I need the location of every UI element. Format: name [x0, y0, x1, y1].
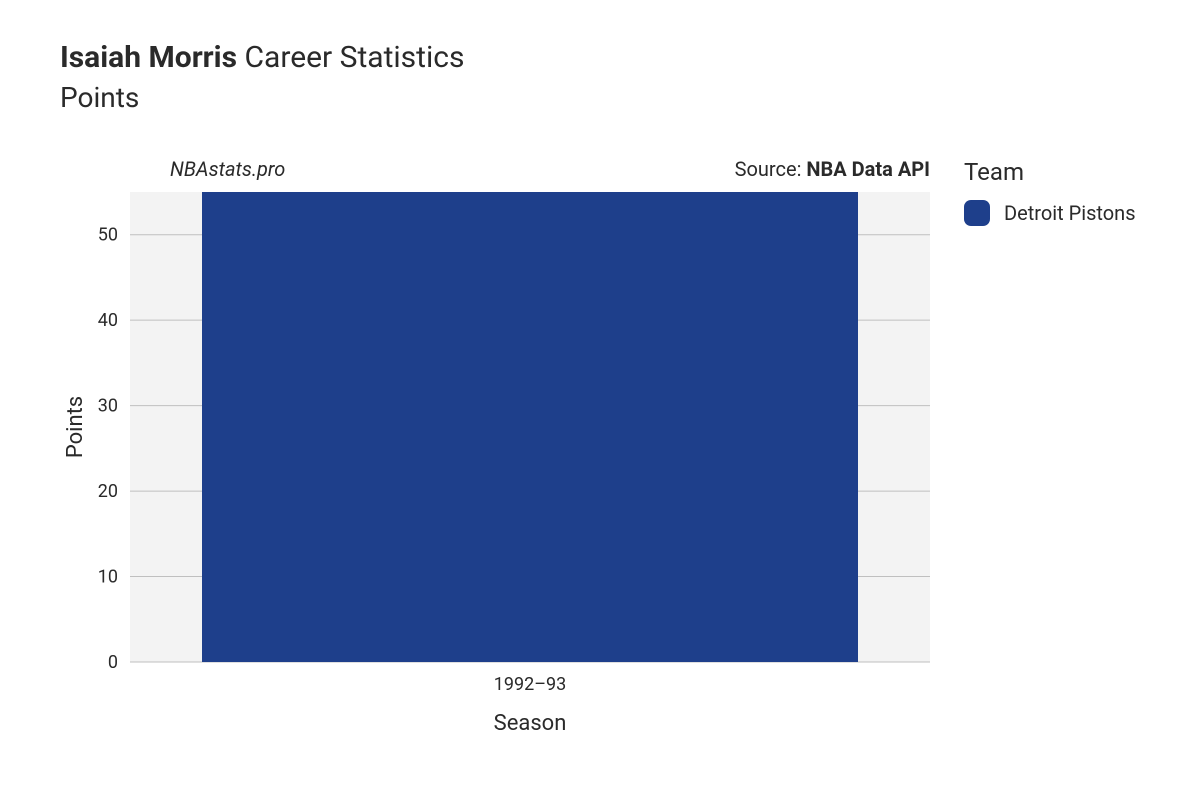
bar — [202, 192, 858, 662]
brand-text: NBAstats.pro — [170, 157, 285, 181]
legend-swatch — [964, 200, 990, 226]
y-tick-label: 40 — [98, 310, 118, 331]
y-tick-label: 0 — [108, 652, 118, 673]
y-tick-label: 30 — [98, 396, 118, 417]
title-suffix: Career Statistics — [244, 40, 464, 75]
y-tick-label: 20 — [98, 481, 118, 502]
source-text: Source: NBA Data API — [735, 157, 930, 181]
page-title: Isaiah Morris Career Statistics — [60, 40, 1160, 75]
bar-chart: 0 10 20 30 40 50 1992–93 Points Season NBAstats.p… — [60, 142, 940, 762]
y-tick-label: 50 — [98, 225, 118, 246]
legend: Team Detroit Pistons — [940, 142, 1136, 226]
y-axis-label: Points — [63, 396, 88, 458]
x-axis-label: Season — [494, 711, 567, 736]
player-name: Isaiah Morris — [60, 40, 237, 75]
x-tick-label: 1992–93 — [494, 674, 567, 695]
legend-item: Detroit Pistons — [964, 200, 1136, 226]
legend-label: Detroit Pistons — [1004, 201, 1136, 225]
legend-title: Team — [964, 158, 1136, 186]
metric-subtitle: Points — [60, 81, 1160, 114]
y-tick-label: 10 — [98, 567, 118, 588]
